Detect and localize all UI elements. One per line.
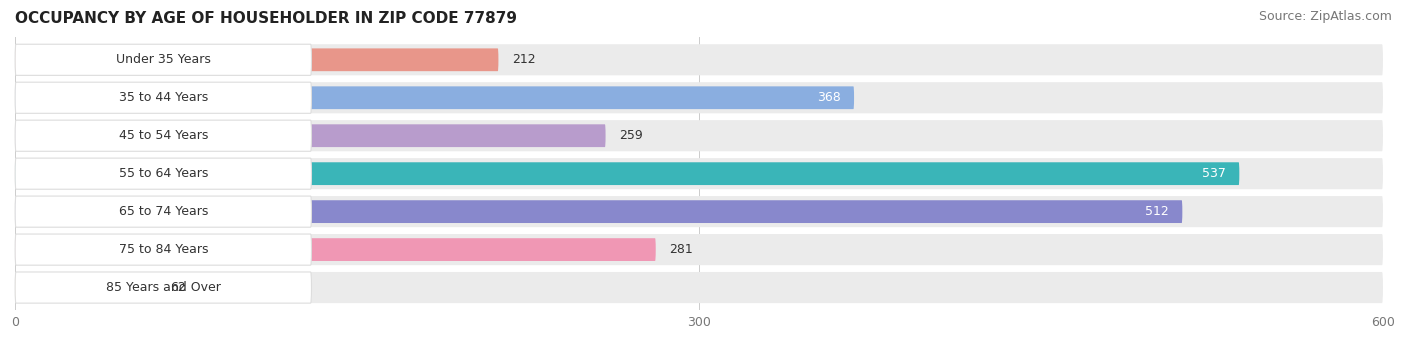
Text: 65 to 74 Years: 65 to 74 Years: [118, 205, 208, 218]
Text: 281: 281: [669, 243, 693, 256]
FancyBboxPatch shape: [15, 124, 606, 147]
Text: 368: 368: [817, 91, 841, 104]
Text: Under 35 Years: Under 35 Years: [115, 53, 211, 66]
Text: 75 to 84 Years: 75 to 84 Years: [118, 243, 208, 256]
FancyBboxPatch shape: [15, 238, 655, 261]
FancyBboxPatch shape: [15, 48, 498, 71]
FancyBboxPatch shape: [15, 276, 156, 299]
FancyBboxPatch shape: [15, 200, 1182, 223]
FancyBboxPatch shape: [15, 196, 312, 227]
Text: 212: 212: [512, 53, 536, 66]
FancyBboxPatch shape: [15, 162, 1239, 185]
FancyBboxPatch shape: [15, 120, 1384, 151]
FancyBboxPatch shape: [15, 86, 853, 109]
Text: 85 Years and Over: 85 Years and Over: [105, 281, 221, 294]
FancyBboxPatch shape: [15, 234, 312, 265]
FancyBboxPatch shape: [15, 234, 1384, 265]
FancyBboxPatch shape: [15, 82, 312, 113]
FancyBboxPatch shape: [15, 272, 312, 303]
Text: Source: ZipAtlas.com: Source: ZipAtlas.com: [1258, 10, 1392, 23]
FancyBboxPatch shape: [15, 272, 1384, 303]
Text: 259: 259: [619, 129, 643, 142]
Text: 45 to 54 Years: 45 to 54 Years: [118, 129, 208, 142]
Text: 35 to 44 Years: 35 to 44 Years: [118, 91, 208, 104]
FancyBboxPatch shape: [15, 82, 1384, 113]
FancyBboxPatch shape: [15, 44, 312, 75]
FancyBboxPatch shape: [15, 44, 1384, 75]
Text: OCCUPANCY BY AGE OF HOUSEHOLDER IN ZIP CODE 77879: OCCUPANCY BY AGE OF HOUSEHOLDER IN ZIP C…: [15, 11, 517, 26]
Text: 512: 512: [1144, 205, 1168, 218]
Text: 62: 62: [170, 281, 186, 294]
Text: 55 to 64 Years: 55 to 64 Years: [118, 167, 208, 180]
FancyBboxPatch shape: [15, 158, 312, 189]
Text: 537: 537: [1202, 167, 1226, 180]
FancyBboxPatch shape: [15, 120, 312, 151]
FancyBboxPatch shape: [15, 158, 1384, 189]
FancyBboxPatch shape: [15, 196, 1384, 227]
